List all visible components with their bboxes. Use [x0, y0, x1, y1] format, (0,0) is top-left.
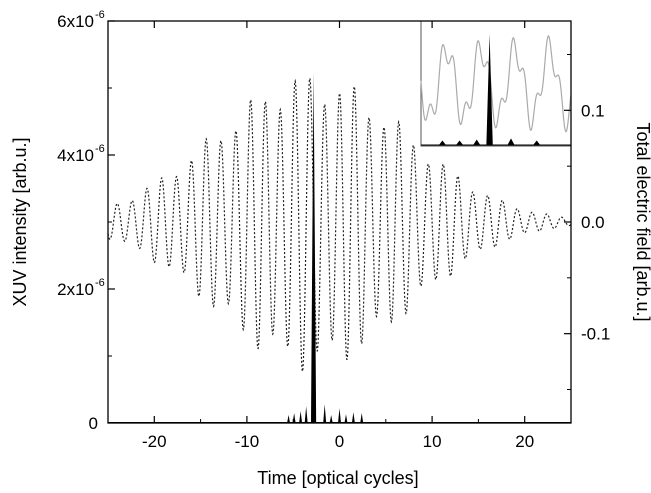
xuv-peak	[310, 71, 317, 423]
inset-frame	[420, 20, 572, 147]
inset-xuv-peak	[456, 140, 464, 145]
inset	[420, 20, 572, 147]
x-tick-label: 20	[515, 432, 534, 451]
y-left-tick-label: 6x10	[57, 12, 94, 31]
xuv-peak	[323, 404, 327, 423]
xuv-peak	[304, 406, 308, 423]
x-tick-label: -10	[235, 432, 260, 451]
y-left-tick-label-zero: 0	[89, 414, 98, 433]
xuv-peak	[329, 414, 333, 423]
x-tick-label: -20	[142, 432, 167, 451]
y-left-tick-exponent: -6	[95, 277, 105, 289]
inset-xuv-peak	[486, 34, 493, 145]
inset-xuv-peak	[473, 139, 481, 145]
xuv-peak	[360, 412, 364, 423]
y-right-tick-label: 0.1	[581, 101, 605, 120]
x-tick-label: 0	[335, 432, 344, 451]
xuv-peak	[299, 410, 303, 423]
xuv-peak	[344, 414, 348, 423]
xuv-peak	[351, 412, 355, 423]
y-left-tick-exponent: -6	[95, 9, 105, 21]
y-left-tick-label: 4x10	[57, 146, 94, 165]
inset-xuv-peak	[533, 140, 541, 145]
y-axis-right-label: Total electric field [arb.u.]	[633, 122, 651, 321]
x-tick-label: 10	[423, 432, 442, 451]
xuv-peak	[338, 408, 341, 423]
inset-xuv-peak	[507, 138, 515, 145]
x-axis-label: Time [optical cycles]	[257, 468, 418, 488]
inset-field-line	[420, 35, 572, 133]
y-right-tick-label: -0.1	[581, 325, 610, 344]
y-left-tick-label: 2x10	[57, 280, 94, 299]
y-axis-left-label: XUV intensity [arb.u.]	[10, 137, 30, 306]
y-left-tick-exponent: -6	[95, 143, 105, 155]
xuv-peak	[287, 414, 291, 423]
inset-xuv-peak	[438, 140, 446, 145]
y-right-tick-label: 0.0	[581, 213, 605, 232]
